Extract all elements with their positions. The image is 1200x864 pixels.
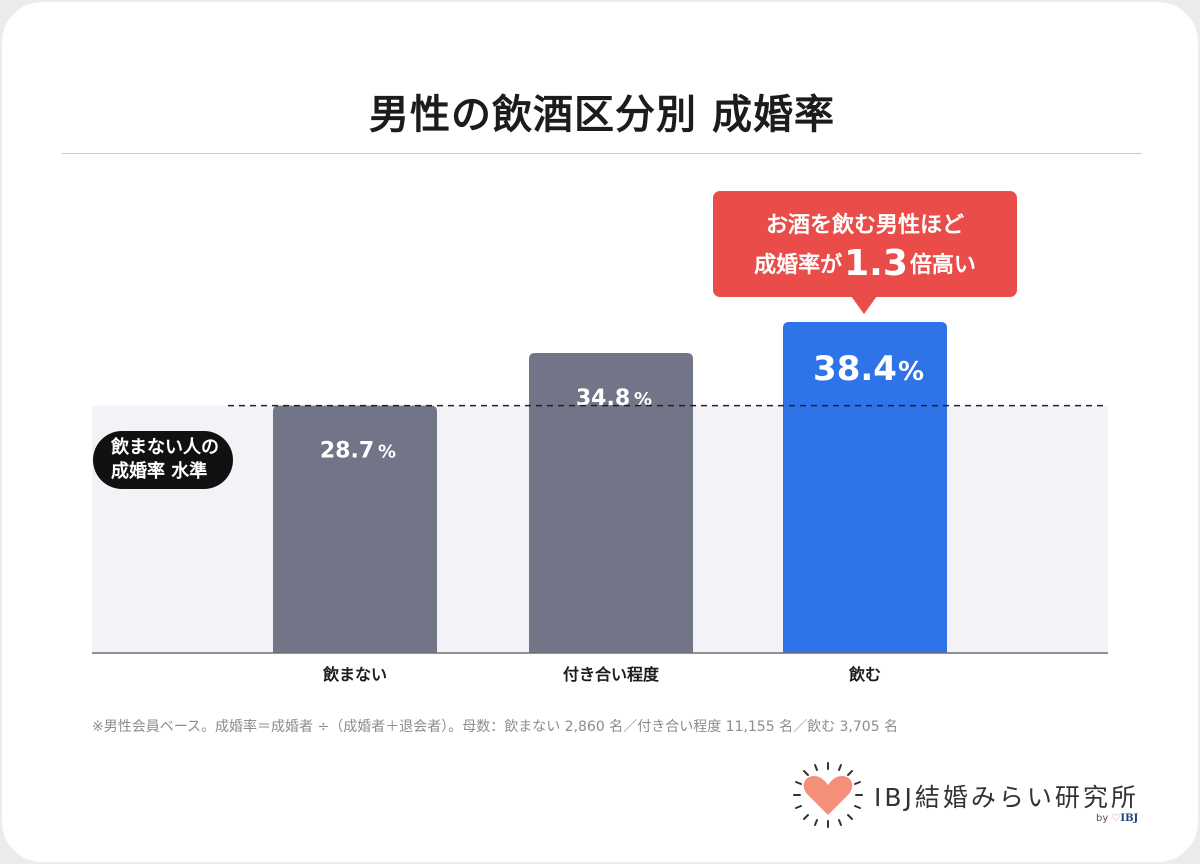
title-divider xyxy=(62,153,1142,154)
logo-small-heart-icon: ♡ xyxy=(1111,813,1121,824)
bar-0 xyxy=(273,405,437,653)
bar-2 xyxy=(783,322,947,653)
logo-text: IBJ結婚みらい研究所 xyxy=(874,783,1139,812)
bar-value-label-0: 28.7 xyxy=(320,439,374,464)
bar-value-label-2: 38.4 xyxy=(813,349,897,389)
bar-unit-label-1: % xyxy=(634,389,652,410)
logo-by-text: by xyxy=(1096,813,1109,824)
bar-1 xyxy=(529,353,693,653)
callout-line2-pre: 成婚率が xyxy=(754,253,843,278)
logo-byline: by ♡IBJ xyxy=(1096,813,1138,824)
brand-logo: IBJ結婚みらい研究所 by ♡IBJ xyxy=(788,760,1148,830)
bar-value-label-1: 34.8 xyxy=(576,386,630,411)
reference-label-line1: 飲まない人の xyxy=(111,437,219,458)
callout-tail xyxy=(851,296,877,314)
heart-logo-icon xyxy=(793,762,863,828)
chart-title: 男性の飲酒区分別 成婚率 xyxy=(369,92,835,138)
category-label-2: 飲む xyxy=(848,665,881,684)
callout-box: お酒を飲む男性ほど 成婚率が1.3倍高い xyxy=(713,191,1017,297)
callout-line2-post: 倍高い xyxy=(909,253,976,278)
callout-line1: お酒を飲む男性ほど xyxy=(765,213,964,238)
callout-line2: 成婚率が1.3倍高い xyxy=(713,243,1017,284)
footnote: ※男性会員ベース。成婚率＝成婚者 ÷（成婚者＋退会者）。母数：飲まない 2,86… xyxy=(92,719,899,735)
logo-ibj: IBJ xyxy=(1120,813,1139,824)
callout-multiplier: 1.3 xyxy=(844,243,908,284)
bar-unit-label-2: % xyxy=(898,357,924,387)
category-label-0: 飲まない xyxy=(322,665,387,684)
bar-unit-label-0: % xyxy=(378,442,396,463)
reference-label: 飲まない人の 成婚率 水準 xyxy=(93,431,233,489)
category-label-1: 付き合い程度 xyxy=(563,665,660,684)
reference-label-line2: 成婚率 水準 xyxy=(111,461,208,482)
